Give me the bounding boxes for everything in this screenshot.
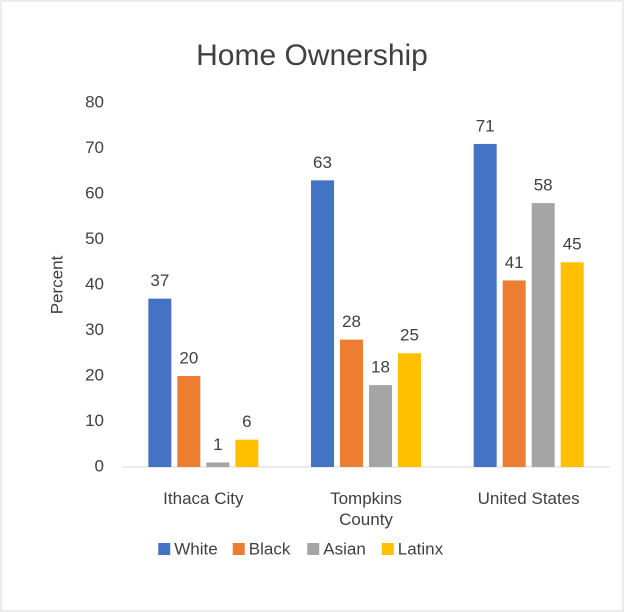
y-tick-label: 20 bbox=[85, 365, 104, 384]
bar bbox=[177, 376, 201, 467]
x-tick-label: Tompkins County bbox=[330, 489, 402, 529]
bar bbox=[473, 143, 497, 467]
data-label: 28 bbox=[342, 312, 361, 331]
bar bbox=[235, 439, 259, 467]
legend-swatch bbox=[158, 543, 171, 555]
bar bbox=[311, 180, 334, 467]
y-tick-label: 50 bbox=[85, 229, 104, 248]
y-tick-label: 40 bbox=[85, 274, 104, 293]
bar bbox=[398, 353, 421, 467]
bar bbox=[369, 385, 392, 467]
legend-swatch bbox=[307, 543, 320, 555]
y-tick-label: 30 bbox=[85, 320, 104, 339]
bar bbox=[531, 203, 555, 467]
bar bbox=[560, 262, 584, 467]
legend-label: Asian bbox=[323, 539, 366, 558]
y-tick-label: 70 bbox=[85, 138, 104, 157]
y-axis-label: Percent bbox=[47, 255, 66, 314]
data-label: 58 bbox=[534, 176, 553, 195]
data-label: 41 bbox=[505, 253, 524, 272]
legend-label: Black bbox=[249, 539, 291, 558]
y-tick-label: 10 bbox=[85, 411, 104, 430]
x-tick-label: United States bbox=[477, 489, 580, 508]
data-label: 18 bbox=[371, 358, 390, 377]
legend-swatch bbox=[232, 543, 245, 555]
y-tick-label: 60 bbox=[85, 183, 104, 202]
bar bbox=[502, 280, 526, 467]
data-label: 37 bbox=[150, 271, 169, 290]
data-label: 25 bbox=[400, 326, 419, 345]
legend-label: White bbox=[174, 539, 217, 558]
bar bbox=[148, 298, 172, 467]
x-tick-label: Ithaca City bbox=[163, 489, 244, 508]
data-label: 6 bbox=[242, 412, 251, 431]
data-label: 71 bbox=[476, 116, 495, 135]
chart-title: Home Ownership bbox=[196, 39, 428, 72]
legend-label: Latinx bbox=[398, 539, 444, 558]
y-tick-label: 80 bbox=[85, 92, 104, 111]
y-tick-label: 0 bbox=[95, 456, 104, 475]
bar bbox=[340, 339, 363, 467]
data-label: 20 bbox=[179, 348, 198, 367]
data-label: 63 bbox=[313, 153, 332, 172]
data-label: 1 bbox=[213, 435, 222, 454]
bar bbox=[206, 462, 230, 467]
legend-swatch bbox=[381, 543, 394, 555]
data-label: 45 bbox=[563, 235, 582, 254]
